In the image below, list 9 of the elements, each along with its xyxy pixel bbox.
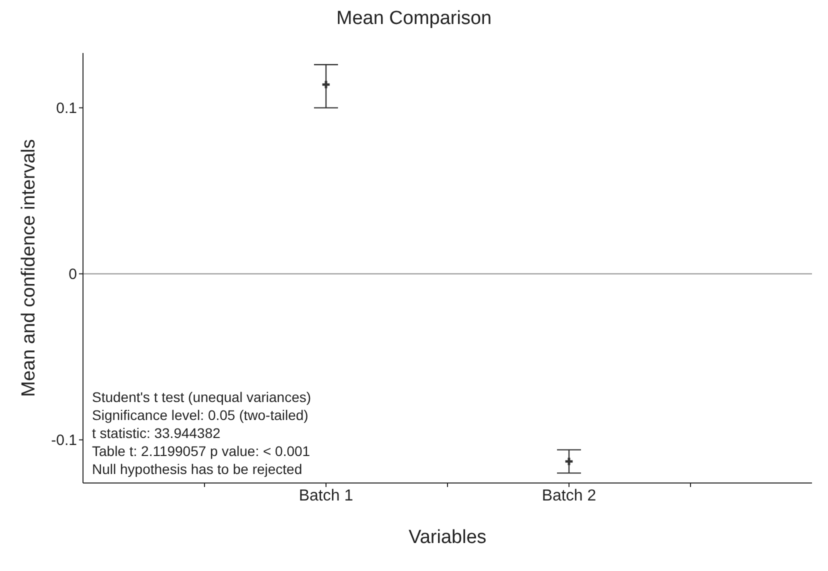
y-tick-label: 0 [68,266,77,284]
chart-title: Mean Comparison [335,8,493,30]
y-axis-title: Mean and confidence intervals [18,139,40,397]
x-axis-title: Variables [408,527,486,548]
x-tick-label: Batch 1 [298,487,354,504]
y-tick-label: -0.1 [51,432,77,450]
y-tick-label: 0.1 [56,100,77,118]
annotation: Student's t test (unequal variances) Significance level: 0.05 (two-tailed) t statistic: 33.944382 Table t: 2.1199057 p value: < 0.001 Null hypothesis has to be rejected [92,388,312,478]
x-tick-label: Batch 2 [542,487,596,504]
